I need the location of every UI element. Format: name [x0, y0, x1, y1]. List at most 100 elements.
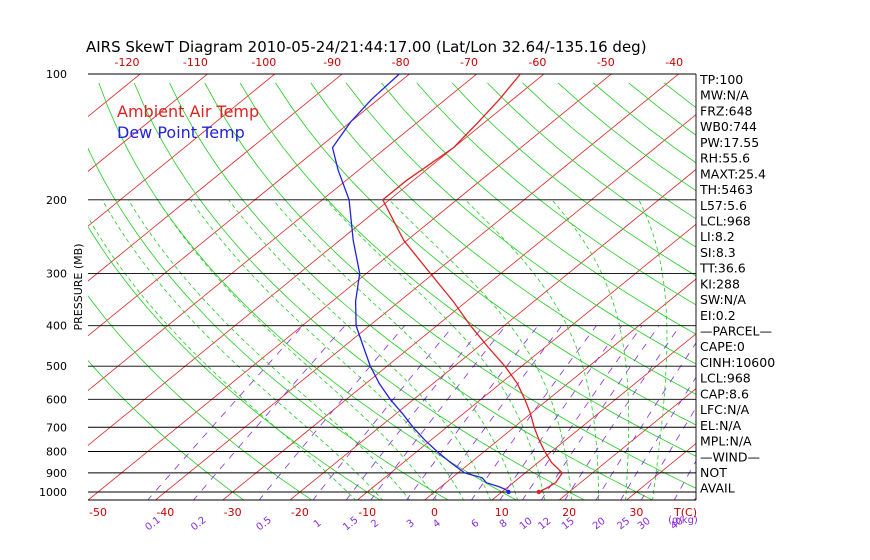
index-entry: L57:5.6: [700, 198, 747, 213]
index-entry: —PARCEL—: [700, 324, 772, 339]
bottom-temperature-tick-label: -20: [291, 506, 309, 519]
isotherm-line: [289, 168, 696, 500]
mixing-ratio-line: [471, 325, 597, 500]
mixing-ratio-unit-label: (g/kg): [668, 515, 698, 526]
pressure-tick-label: 800: [46, 445, 67, 458]
moist-adiabat-line: [228, 199, 492, 500]
mixing-ratio-line: [147, 325, 304, 500]
moist-adiabat-line: [190, 199, 464, 500]
y-axis-label: PRESSURE (MB): [72, 244, 85, 331]
mixing-ratio-line: [370, 325, 507, 500]
isotherm-line: [491, 333, 696, 500]
dry-adiabat-line: [841, 83, 870, 501]
top-temperature-tick-label: -90: [323, 56, 341, 69]
ambient-air-temp-surface-point: [536, 489, 542, 495]
dry-adiabat-line: [345, 82, 696, 365]
index-entry: MPL:N/A: [700, 434, 752, 449]
top-temperature-tick-label: -60: [528, 56, 546, 69]
moist-adiabat-line: [272, 199, 519, 500]
isotherm-line: [88, 74, 276, 227]
dry-adiabat-line: [239, 82, 696, 457]
dew-point-surface-point: [506, 489, 511, 495]
index-entry: RH:55.6: [700, 151, 750, 166]
isotherm-line: [760, 65, 870, 501]
dry-adiabat-line: [381, 82, 696, 335]
pressure-tick-label: 1000: [39, 486, 67, 499]
dry-adiabat-line: [169, 82, 654, 500]
index-entry: MW:N/A: [700, 88, 749, 103]
top-temperature-ticks: -120 -110 -100 -90 -80 -70 -60 -50 -40: [115, 56, 684, 69]
bottom-temperature-tick-label: -10: [358, 506, 376, 519]
index-entry: TT:36.6: [699, 261, 746, 276]
pressure-tick-label: 500: [46, 360, 67, 373]
top-temperature-tick-label: -70: [460, 56, 478, 69]
mixing-ratio-line: [564, 325, 681, 500]
dry-adiabat-line: [275, 82, 696, 426]
index-entry: KI:288: [700, 276, 740, 291]
index-entry: CAPE:0: [700, 339, 745, 354]
top-temperature-tick-label: -80: [392, 56, 410, 69]
background-reference-lines: [88, 65, 870, 501]
chart-title: AIRS SkewT Diagram 2010-05-24/21:44:17.0…: [86, 38, 647, 56]
dry-adiabat-line: [88, 147, 449, 500]
index-entry: FRZ:648: [700, 103, 753, 118]
index-entry: AVAIL: [700, 481, 735, 496]
stability-indices-panel: TP:100MW:N/AFRZ:648WB0:744PW:17.55RH:55.…: [699, 72, 775, 496]
mixing-ratio-tick-label: 0.5: [255, 515, 274, 533]
mixing-ratio-tick-label: 10: [518, 516, 535, 533]
index-entry: LCL:968: [700, 213, 751, 228]
index-entry: EI:0.2: [700, 308, 736, 323]
index-entry: NOT: [700, 465, 727, 480]
moist-adiabat-line: [389, 199, 573, 500]
temperature-unit-label: T(C): [673, 506, 697, 519]
isotherm-line: [558, 388, 696, 500]
bottom-temperature-tick-label: -50: [89, 506, 107, 519]
mixing-ratio-tick-label: 20: [591, 516, 608, 533]
bottom-temperature-tick-label: -30: [224, 506, 242, 519]
moist-adiabat-line: [88, 216, 357, 500]
top-temperature-tick-label: -120: [115, 56, 140, 69]
isotherm-line: [88, 74, 411, 337]
top-temperature-tick-label: -50: [597, 56, 615, 69]
mixing-ratio-line: [499, 325, 623, 500]
index-entry: CINH:10600: [700, 355, 775, 370]
pressure-tick-label: 400: [46, 320, 67, 333]
bottom-temperature-tick-label: -40: [156, 506, 174, 519]
isotherm-line: [88, 74, 209, 172]
bottom-temperature-ticks: -50 -40 -30 -20 -10 0 10 20 30 T(C): [89, 506, 697, 519]
isotherm-line: [88, 74, 478, 392]
mixing-ratio-tick-label: 4: [431, 518, 443, 531]
isotherm-line: [827, 65, 870, 501]
moist-adiabat-line: [101, 199, 384, 500]
pressure-ticks: 100 200 300 400 500 600 700 800 900 1000: [39, 68, 67, 499]
pressure-tick-label: 600: [46, 393, 67, 406]
bottom-temperature-tick-label: 30: [629, 506, 643, 519]
pressure-tick-label: 900: [46, 467, 67, 480]
mixing-ratio-tick-label: 8: [498, 518, 510, 531]
index-entry: LFC:N/A: [700, 402, 750, 417]
isotherm-line: [88, 74, 545, 446]
dry-adiabat-line: [663, 82, 696, 109]
mixing-ratio-line: [258, 325, 405, 500]
mixing-ratio-tick-label: 2: [369, 518, 381, 531]
moist-adiabat-line: [157, 199, 437, 500]
mixing-ratio-tick-label: 3: [405, 518, 417, 531]
moist-adiabat-line: [128, 199, 411, 500]
dry-adiabat-line: [770, 83, 870, 501]
index-entry: SW:N/A: [700, 292, 746, 307]
pressure-tick-label: 100: [46, 68, 67, 81]
mixing-ratio-tick-label: 12: [537, 516, 554, 533]
chart-legend: Ambient Air Temp Dew Point Temp: [117, 102, 259, 142]
dry-adiabat-line: [133, 82, 586, 500]
isotherm-line: [88, 74, 612, 500]
dry-adiabat-line: [487, 82, 696, 248]
mixing-ratio-line: [595, 342, 696, 500]
pressure-tick-label: 300: [46, 267, 67, 280]
index-entry: PW:17.55: [700, 135, 759, 150]
moist-adiabat-line: [325, 199, 546, 500]
mixing-ratio-line: [540, 325, 660, 500]
mixing-ratio-line: [312, 325, 454, 500]
index-entry: —WIND—: [700, 449, 760, 464]
dry-adiabat-line: [451, 82, 696, 277]
